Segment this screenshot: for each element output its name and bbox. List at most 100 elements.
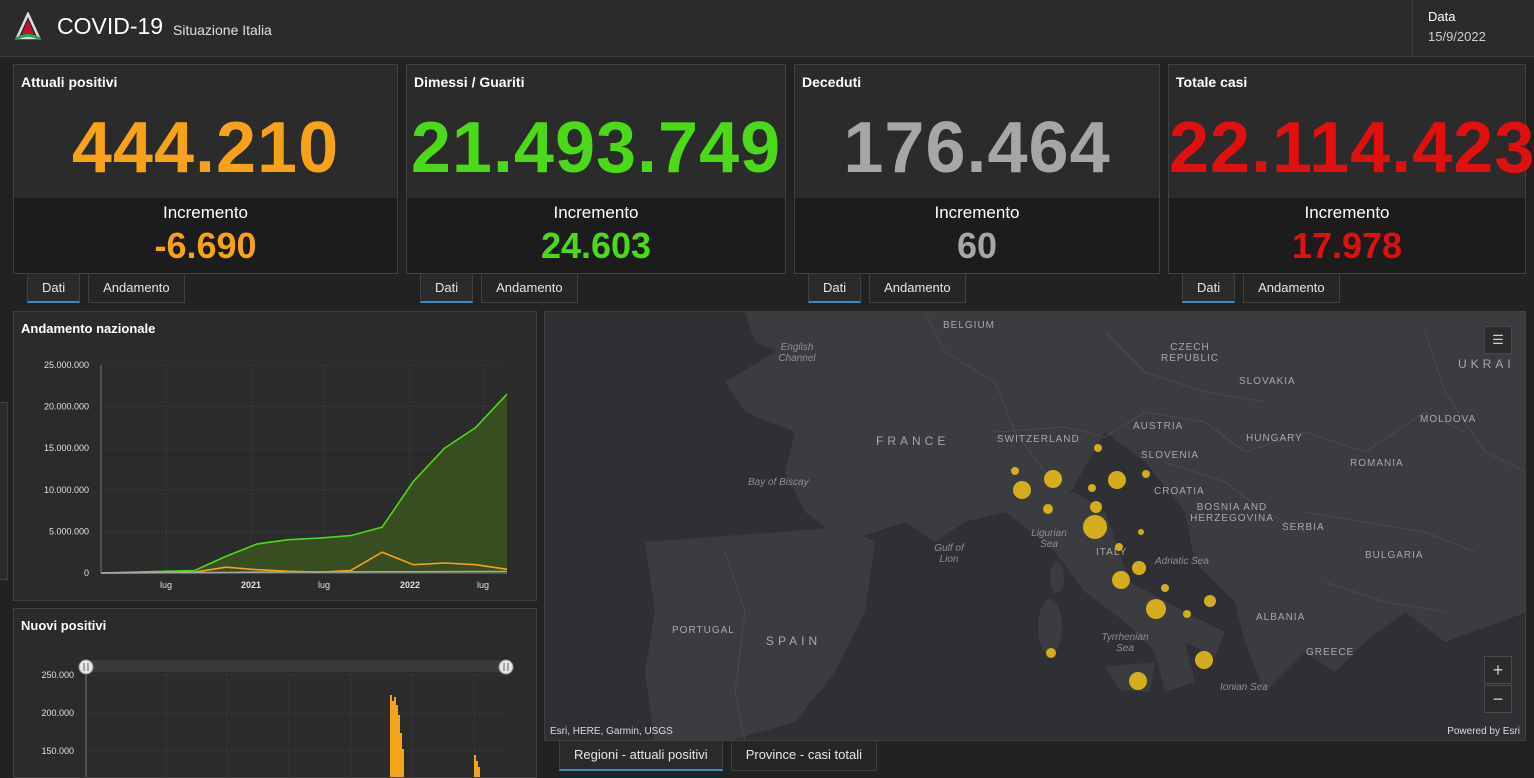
map-label-france: FRANCE bbox=[876, 434, 950, 448]
card-dimessi-guariti: Dimessi / Guariti 21.493.749 Incremento … bbox=[406, 64, 786, 274]
map-label-albania: ALBANIA bbox=[1256, 612, 1306, 623]
region-bubble bbox=[1129, 672, 1147, 690]
card-tabs-guariti: Dati Andamento bbox=[420, 274, 586, 303]
sidebar-toggle-handle[interactable] bbox=[0, 402, 8, 580]
region-bubble bbox=[1132, 561, 1146, 575]
y-tick-label: 20.000.000 bbox=[44, 402, 89, 412]
legend-list-icon[interactable]: ☰ bbox=[1484, 326, 1512, 354]
tab-andamento[interactable]: Andamento bbox=[88, 274, 185, 303]
region-bubble bbox=[1011, 467, 1019, 475]
card-value: 176.464 bbox=[843, 108, 1111, 188]
card-attuali-positivi: Attuali positivi 444.210 Incremento -6.6… bbox=[13, 64, 398, 274]
region-bubble bbox=[1195, 651, 1213, 669]
tab-dati[interactable]: Dati bbox=[808, 274, 862, 303]
map-label-tyrrhenian-sea: Tyrrhenian Sea bbox=[1101, 632, 1149, 654]
region-bubble bbox=[1115, 543, 1123, 551]
land-mass-italy bbox=[1015, 492, 1225, 692]
card-increment-box: Incremento -6.690 bbox=[14, 198, 397, 273]
region-bubble bbox=[1112, 571, 1130, 589]
map-label-bosnia: BOSNIA AND HERZEGOVINA bbox=[1190, 502, 1274, 524]
region-bubble bbox=[1090, 501, 1102, 513]
series-deceduti-line bbox=[100, 570, 508, 574]
series-guariti-area bbox=[101, 394, 507, 573]
card-title: Dimessi / Guariti bbox=[414, 74, 525, 90]
y-tick-label: 15.000.000 bbox=[44, 443, 89, 453]
range-slider-handle-right[interactable] bbox=[498, 659, 514, 675]
range-slider-handle-left[interactable] bbox=[78, 659, 94, 675]
map-attribution[interactable]: Esri, HERE, Garmin, USGS bbox=[550, 726, 673, 737]
map-label-hungary: HUNGARY bbox=[1246, 433, 1303, 444]
map-label-bay-of-biscay: Bay of Biscay bbox=[748, 477, 809, 488]
card-tabs-deceduti: Dati Andamento bbox=[808, 274, 974, 303]
region-bubble bbox=[1138, 529, 1144, 535]
map-basemap bbox=[545, 312, 1525, 740]
map-tabs: Regioni - attuali positivi Province - ca… bbox=[559, 741, 885, 771]
italy-logo-icon bbox=[15, 12, 41, 41]
series-guariti-line bbox=[100, 393, 508, 574]
tab-dati[interactable]: Dati bbox=[1182, 274, 1236, 303]
header-bar: COVID-19 Situazione Italia Data 15/9/202… bbox=[0, 0, 1534, 57]
y-tick-label: 150.000 bbox=[41, 746, 74, 756]
map-label-portugal: PORTUGAL bbox=[672, 625, 735, 636]
region-bubble bbox=[1108, 471, 1126, 489]
daily-bar bbox=[390, 695, 392, 777]
card-title: Deceduti bbox=[802, 74, 862, 90]
map-powered-by[interactable]: Powered by Esri bbox=[1447, 726, 1520, 737]
map-label-spain: SPAIN bbox=[766, 634, 822, 648]
zoom-in-button[interactable]: + bbox=[1484, 656, 1512, 684]
tab-andamento[interactable]: Andamento bbox=[1243, 274, 1340, 303]
map-view[interactable]: BELGIUM English Channel CZECH REPUBLIC U… bbox=[544, 311, 1526, 741]
region-bubble bbox=[1094, 444, 1102, 452]
land-mass-sardinia bbox=[1038, 599, 1062, 655]
land-mass-uk bbox=[745, 312, 815, 352]
map-label-switzerland: SWITZERLAND bbox=[997, 434, 1080, 445]
y-tick-label: 0 bbox=[84, 568, 89, 578]
daily-bar bbox=[392, 701, 394, 777]
tab-andamento[interactable]: Andamento bbox=[869, 274, 966, 303]
tab-dati[interactable]: Dati bbox=[27, 274, 81, 303]
card-increment-box: Incremento 17.978 bbox=[1169, 198, 1525, 273]
daily-positives-chart: 250.000 200.000 150.000 bbox=[41, 659, 514, 777]
card-increment-box: Incremento 24.603 bbox=[407, 198, 785, 273]
map-label-ionian-sea: Ionian Sea bbox=[1220, 682, 1268, 693]
tab-andamento[interactable]: Andamento bbox=[481, 274, 578, 303]
daily-bar bbox=[398, 715, 400, 777]
region-bubble bbox=[1013, 481, 1031, 499]
map-label-croatia: CROATIA bbox=[1154, 486, 1205, 497]
daily-bar bbox=[400, 733, 402, 777]
land-mass-corsica bbox=[1050, 561, 1064, 593]
map-label-belgium: BELGIUM bbox=[943, 320, 996, 331]
x-tick-label: lug bbox=[160, 580, 172, 590]
y-tick-label: 250.000 bbox=[41, 670, 74, 680]
increment-label: Incremento bbox=[934, 203, 1020, 222]
map-label-adriatic-sea: Adriatic Sea bbox=[1155, 556, 1209, 567]
tab-regioni-attuali-positivi[interactable]: Regioni - attuali positivi bbox=[559, 741, 723, 771]
map-label-greece: GREECE bbox=[1306, 647, 1355, 658]
daily-bar bbox=[474, 755, 476, 777]
card-title: Attuali positivi bbox=[21, 74, 118, 90]
land-mass-iberia bbox=[645, 527, 875, 740]
increment-label: Incremento bbox=[162, 203, 249, 222]
x-tick-label: lug bbox=[318, 580, 330, 590]
map-label-serbia: SERBIA bbox=[1282, 522, 1325, 533]
map-label-bulgaria: BULGARIA bbox=[1365, 550, 1424, 561]
y-tick-label: 200.000 bbox=[41, 708, 74, 718]
daily-bar bbox=[478, 767, 480, 777]
daily-bar bbox=[402, 749, 404, 777]
panel-title: Andamento nazionale bbox=[21, 321, 156, 336]
region-bubble bbox=[1183, 610, 1191, 618]
tab-province-casi-totali[interactable]: Province - casi totali bbox=[730, 741, 878, 771]
map-label-moldova: MOLDOVA bbox=[1420, 414, 1477, 425]
region-bubble bbox=[1044, 470, 1062, 488]
map-label-romania: ROMANIA bbox=[1350, 458, 1404, 469]
tab-dati[interactable]: Dati bbox=[420, 274, 474, 303]
increment-value: 17.978 bbox=[1291, 225, 1403, 266]
increment-label: Incremento bbox=[553, 203, 639, 222]
card-increment-box: Incremento 60 bbox=[795, 198, 1159, 273]
date-label: Data bbox=[1428, 9, 1456, 24]
range-slider-track[interactable] bbox=[86, 660, 506, 672]
panel-title: Nuovi positivi bbox=[21, 618, 107, 633]
map-label-ukraine: UKRAI bbox=[1458, 357, 1515, 371]
map-label-slovenia: SLOVENIA bbox=[1141, 450, 1200, 461]
zoom-out-button[interactable]: − bbox=[1484, 685, 1512, 713]
